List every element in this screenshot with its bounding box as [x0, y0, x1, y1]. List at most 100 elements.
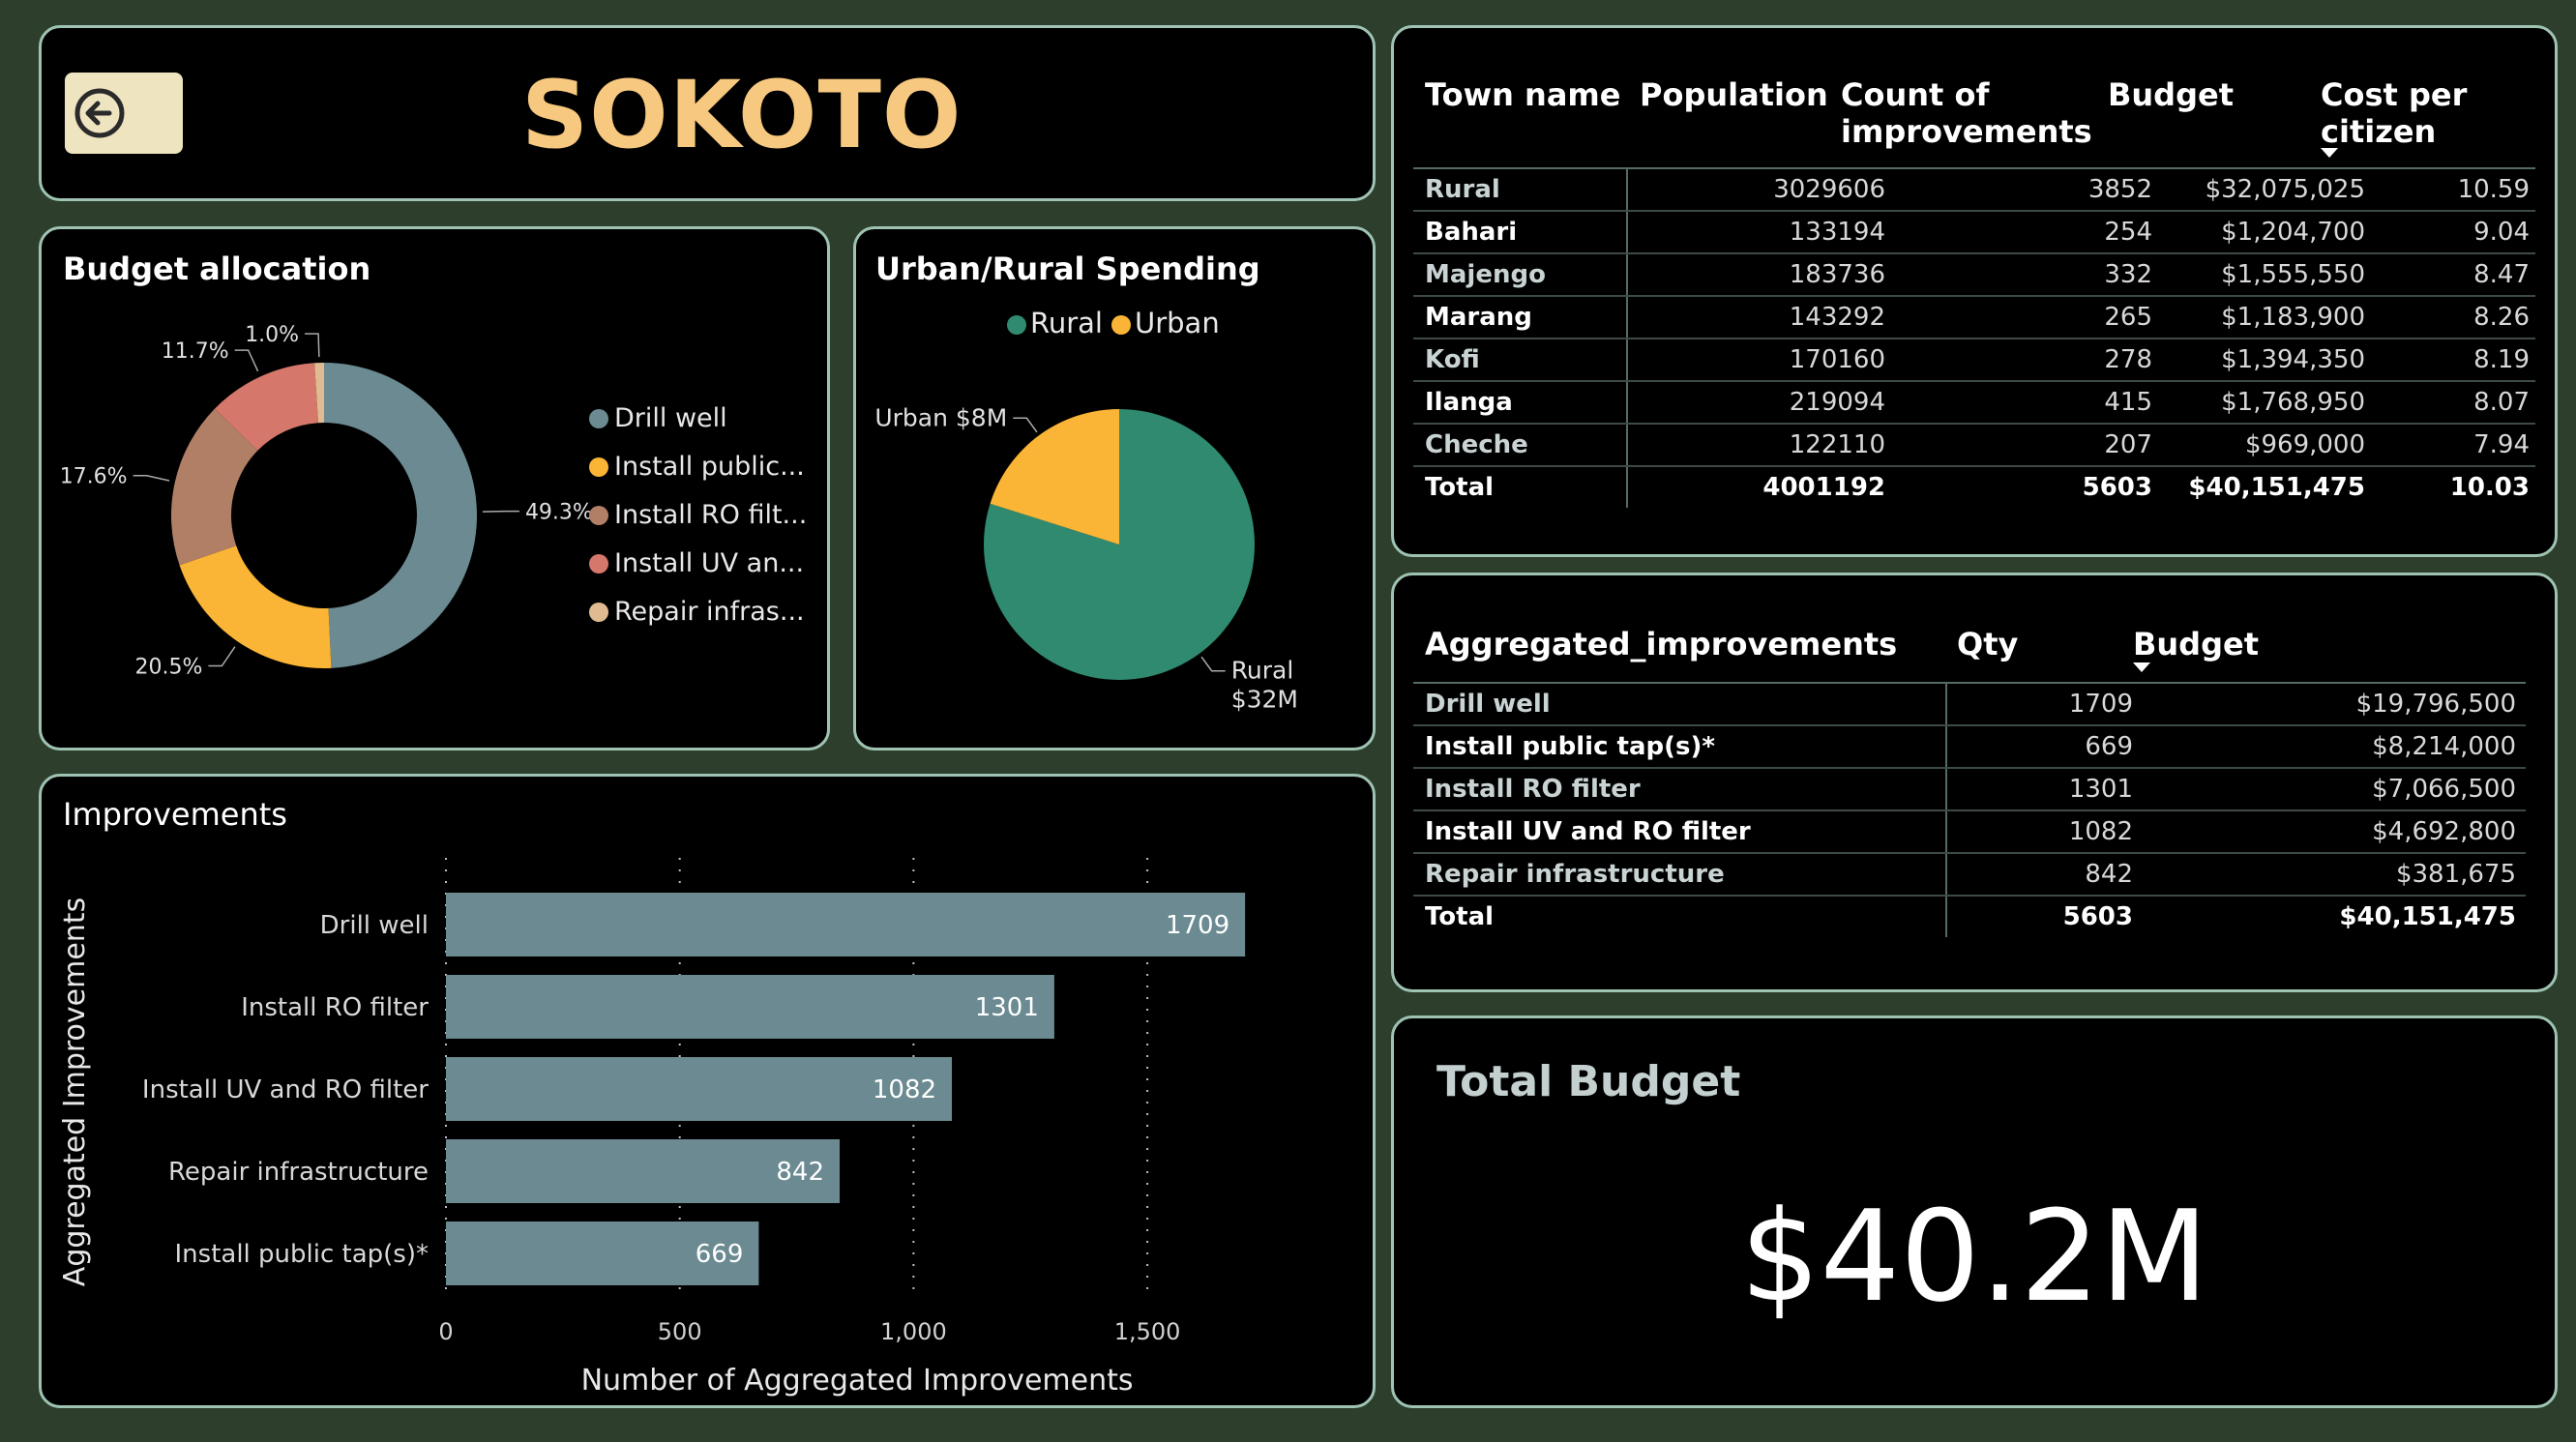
- table-cell-budget: $1,394,350: [2221, 345, 2365, 374]
- col-header-population[interactable]: Population: [1640, 76, 1828, 113]
- table-cell-cost: 7.94: [2473, 430, 2530, 459]
- budget-allocation-card: Budget allocation 49.3% 20.5% 17.6% 11.7% 1.…: [39, 226, 830, 750]
- table-cell-count: 332: [2104, 260, 2152, 289]
- table-cell-count: 207: [2104, 430, 2152, 459]
- col-header-town[interactable]: Town name: [1425, 76, 1621, 113]
- bar[interactable]: [446, 1139, 841, 1203]
- improvements-card: Improvements 0 500 1,000 1,500 Drill well 170…: [39, 774, 1376, 1408]
- donut-leader-line: [482, 510, 519, 513]
- table-cell-budget: $1,204,700: [2221, 218, 2365, 247]
- table-row[interactable]: Install RO filter 1301 $7,066,500: [1413, 769, 2526, 811]
- legend-label: Urban: [1135, 307, 1220, 339]
- table-cell-population: 4001192: [1762, 473, 1885, 502]
- table-cell-cost: 9.04: [2473, 218, 2530, 247]
- col-header-agg-budget[interactable]: Budget: [2133, 626, 2259, 662]
- donut-data-label: 49.3%: [525, 501, 593, 525]
- legend-dot-icon: [589, 409, 608, 428]
- donut-slice[interactable]: [179, 545, 332, 668]
- table-cell-town: Ilanga: [1425, 388, 1513, 417]
- table-row[interactable]: Cheche 122110 207 $969,000 7.94: [1413, 425, 2535, 467]
- donut-slice[interactable]: [214, 363, 318, 451]
- table-cell-population: 3029606: [1773, 175, 1885, 204]
- y-category-label: Install RO filter: [241, 993, 429, 1022]
- legend-dot-icon: [589, 506, 608, 525]
- table-row[interactable]: Kofi 170160 278 $1,394,350 8.19: [1413, 339, 2535, 382]
- x-tick-label: 500: [658, 1318, 702, 1345]
- table-cell-count: 265: [2104, 303, 2152, 332]
- table-cell-count: 415: [2104, 388, 2152, 417]
- legend-dot-icon: [1007, 315, 1026, 335]
- legend-dot-icon: [589, 554, 608, 574]
- table-cell-budget: $1,768,950: [2221, 388, 2365, 417]
- table-cell-cost: 8.07: [2473, 388, 2530, 417]
- y-axis-title: Aggregated Improvements: [58, 898, 92, 1286]
- donut-slice[interactable]: [314, 363, 324, 424]
- bar[interactable]: [446, 893, 1246, 956]
- table-cell-name: Install public tap(s)*: [1425, 732, 1715, 761]
- col-header-agg-qty[interactable]: Qty: [1957, 626, 2019, 662]
- improvements-title: Improvements: [63, 796, 287, 833]
- donut-data-label: 1.0%: [245, 323, 299, 347]
- legend-item[interactable]: Install UV an...: [589, 548, 804, 578]
- legend-dot-icon: [589, 603, 608, 622]
- x-tick-label: 0: [438, 1318, 453, 1345]
- bar[interactable]: [446, 1221, 759, 1285]
- table-cell-budget: $40,151,475: [2339, 902, 2516, 931]
- table-cell-count: 278: [2104, 345, 2152, 374]
- pie-data-label: Urban $8M: [874, 403, 1007, 431]
- pie-data-label: Rural: [1231, 657, 1294, 685]
- donut-data-label: 11.7%: [162, 339, 229, 364]
- header-divider: [1413, 682, 2526, 684]
- y-category-label: Repair infrastructure: [168, 1158, 429, 1187]
- table-cell-budget: $1,183,900: [2221, 303, 2365, 332]
- donut-slice[interactable]: [324, 363, 478, 668]
- table-cell-population: 183736: [1789, 260, 1885, 289]
- table-cell-qty: 1709: [2068, 690, 2133, 719]
- table-row[interactable]: Bahari 133194 254 $1,204,700 9.04: [1413, 212, 2535, 254]
- col-header-cost[interactable]: Cost per citizen: [2321, 76, 2467, 150]
- col-header-count-line2: improvements: [1841, 113, 2092, 150]
- col-header-budget[interactable]: Budget: [2108, 76, 2234, 113]
- col-header-count[interactable]: Count of improvements: [1841, 76, 2092, 150]
- back-button[interactable]: [65, 73, 183, 154]
- col-header-cost-line1: Cost per: [2321, 76, 2468, 113]
- table-row[interactable]: Majengo 183736 332 $1,555,550 8.47: [1413, 254, 2535, 297]
- sort-desc-icon[interactable]: [2133, 662, 2150, 674]
- legend-item[interactable]: Rural: [1007, 307, 1103, 339]
- table-cell-budget: $19,796,500: [2355, 690, 2516, 719]
- bar[interactable]: [446, 1057, 953, 1121]
- legend-item[interactable]: Repair infras...: [589, 597, 805, 627]
- bar[interactable]: [446, 975, 1054, 1039]
- sort-desc-icon[interactable]: [2321, 148, 2338, 160]
- pie-leader-line: [1200, 656, 1226, 672]
- legend-label: Repair infras...: [614, 597, 805, 627]
- legend-label: Install public...: [614, 452, 805, 482]
- agg-table-card: Aggregated_improvements Qty Budget Drill…: [1391, 573, 2558, 992]
- table-cell-budget: $32,075,025: [2205, 175, 2365, 204]
- table-row[interactable]: Install public tap(s)* 669 $8,214,000: [1413, 726, 2526, 769]
- donut-data-label: 17.6%: [60, 465, 128, 489]
- table-row[interactable]: Rural 3029606 3852 $32,075,025 10.59: [1413, 169, 2535, 212]
- pie-slice[interactable]: [990, 409, 1119, 544]
- table-cell-qty: 842: [2085, 860, 2133, 889]
- donut-slice[interactable]: [171, 408, 258, 566]
- urban-rural-pie-chart: Rural$32M Urban $8M: [874, 403, 1298, 713]
- table-row[interactable]: Ilanga 219094 415 $1,768,950 8.07: [1413, 382, 2535, 425]
- col-header-agg-name[interactable]: Aggregated_improvements: [1425, 626, 1898, 662]
- table-cell-budget: $969,000: [2244, 430, 2365, 459]
- table-row[interactable]: Marang 143292 265 $1,183,900 8.26: [1413, 297, 2535, 339]
- legend-item[interactable]: Drill well: [589, 403, 727, 433]
- legend-item[interactable]: Install public...: [589, 452, 805, 482]
- table-row[interactable]: Repair infrastructure 842 $381,675: [1413, 854, 2526, 897]
- donut-data-label: 20.5%: [135, 656, 203, 680]
- table-cell-population: 219094: [1789, 388, 1885, 417]
- table-cell-town: Majengo: [1425, 260, 1546, 289]
- table-row[interactable]: Install UV and RO filter 1082 $4,692,800: [1413, 811, 2526, 854]
- bar-data-label: 1709: [1166, 911, 1229, 940]
- legend-label: Drill well: [614, 403, 727, 433]
- table-row[interactable]: Drill well 1709 $19,796,500: [1413, 684, 2526, 726]
- legend-item[interactable]: Urban: [1111, 307, 1220, 339]
- legend-item[interactable]: Install RO filt...: [589, 500, 807, 530]
- table-cell-name: Install RO filter: [1425, 775, 1641, 804]
- donut-leader-line: [133, 474, 170, 482]
